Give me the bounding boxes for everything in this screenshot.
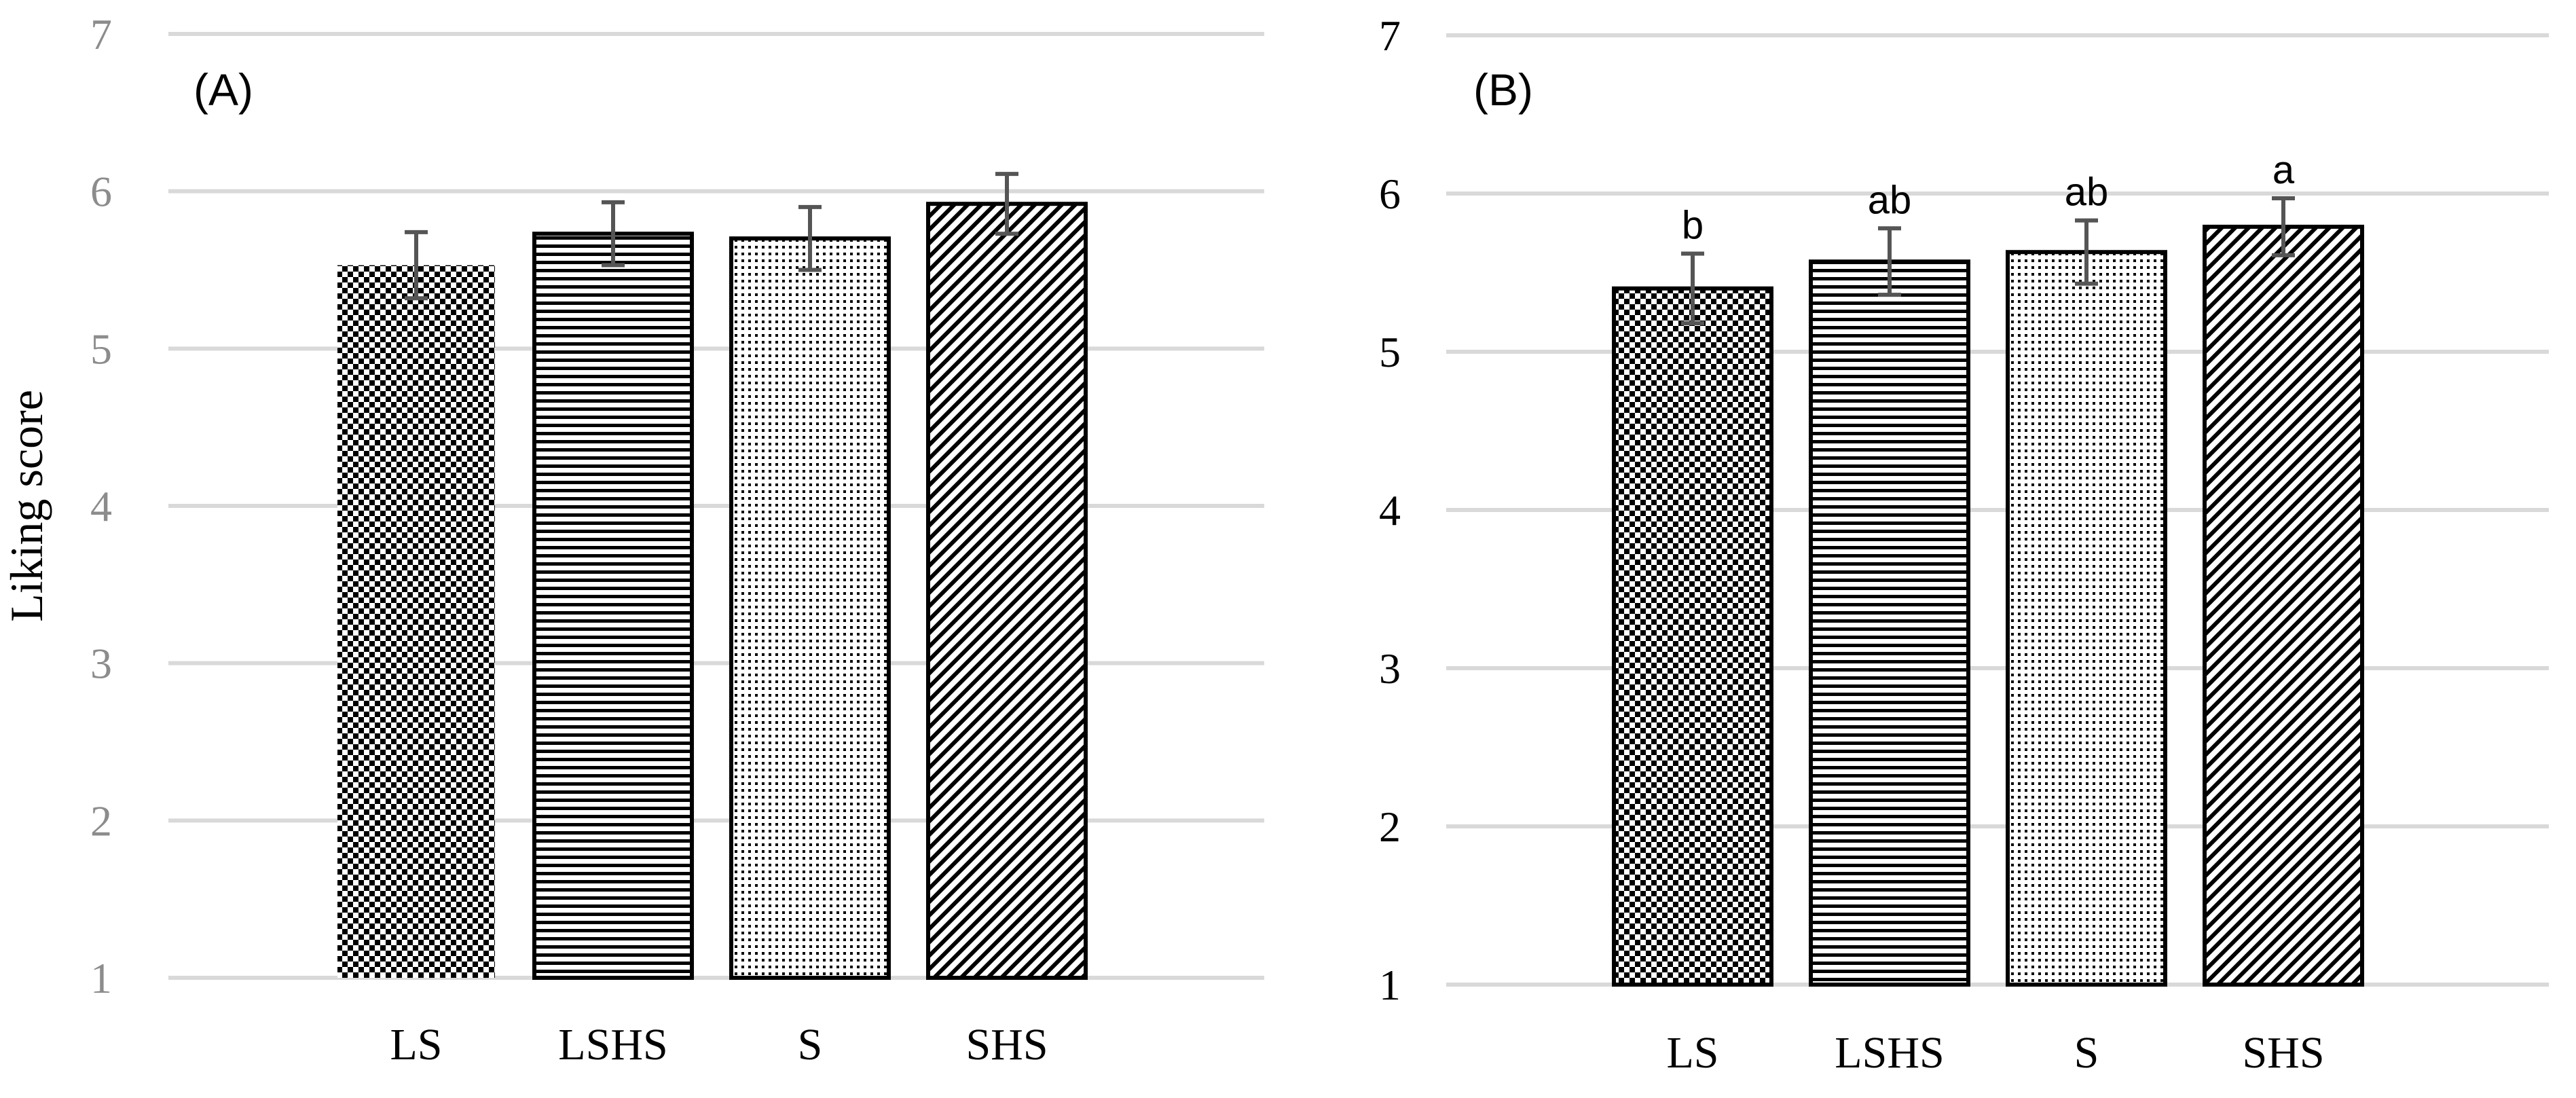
- x-tick-label: LS: [390, 1020, 442, 1069]
- error-bar: [1878, 226, 1901, 297]
- x-tick-label: SHS: [2242, 1028, 2324, 1078]
- x-tick-label: S: [2074, 1028, 2099, 1078]
- error-bar: [1681, 251, 1704, 326]
- x-tick-label: LSHS: [1835, 1028, 1944, 1078]
- error-bar: [798, 204, 822, 272]
- error-bar: [2075, 218, 2098, 286]
- significance-label: ab: [2065, 170, 2109, 215]
- x-tick-label: LS: [1666, 1028, 1718, 1078]
- bar-shs: [926, 202, 1088, 981]
- panel-label: (A): [194, 65, 253, 115]
- error-bar: [2272, 196, 2295, 257]
- y-tick-label: 4: [1379, 486, 1401, 534]
- x-tick-label: SHS: [965, 1020, 1048, 1069]
- y-tick-label: 5: [90, 325, 112, 373]
- bar-s: [729, 236, 891, 981]
- bar-ls: [1612, 286, 1773, 987]
- panel-label: (B): [1473, 65, 1533, 115]
- bar-ls: [337, 265, 495, 978]
- y-tick-label: 7: [90, 10, 112, 58]
- y-tick-label: 1: [1379, 961, 1401, 1009]
- error-bar: [405, 230, 428, 301]
- y-tick-label: 2: [1379, 803, 1401, 851]
- error-bar: [995, 172, 1018, 236]
- y-tick-label: 7: [1379, 12, 1401, 60]
- bar-lshs: [1809, 259, 1970, 987]
- y-tick-label: 6: [90, 168, 112, 216]
- bar-shs: [2203, 224, 2364, 987]
- y-tick-label: 2: [90, 797, 112, 845]
- significance-label: ab: [1868, 178, 1912, 222]
- y-axis-label: Liking score: [1, 390, 52, 622]
- bar-lshs: [532, 232, 694, 980]
- error-bar: [602, 200, 625, 268]
- y-tick-label: 3: [90, 640, 112, 688]
- y-tick-label: 5: [1379, 328, 1401, 376]
- x-tick-label: LSHS: [558, 1020, 667, 1069]
- y-tick-label: 6: [1379, 170, 1401, 218]
- y-tick-label: 1: [90, 954, 112, 1002]
- panel-b: 1 2 3 4 5 6 7 b LS ab LSHS ab Sa SHS (B): [1379, 12, 2549, 1078]
- panel-a: 1 2 3 4 5 6 7 LS LSHS S SHS (A) Liking score: [1, 10, 1264, 1069]
- y-tick-label: 4: [90, 482, 112, 530]
- x-tick-label: S: [798, 1020, 823, 1069]
- significance-label: b: [1682, 204, 1704, 248]
- significance-label: a: [2273, 148, 2295, 192]
- bar-s: [2006, 250, 2167, 987]
- y-tick-label: 3: [1379, 644, 1401, 693]
